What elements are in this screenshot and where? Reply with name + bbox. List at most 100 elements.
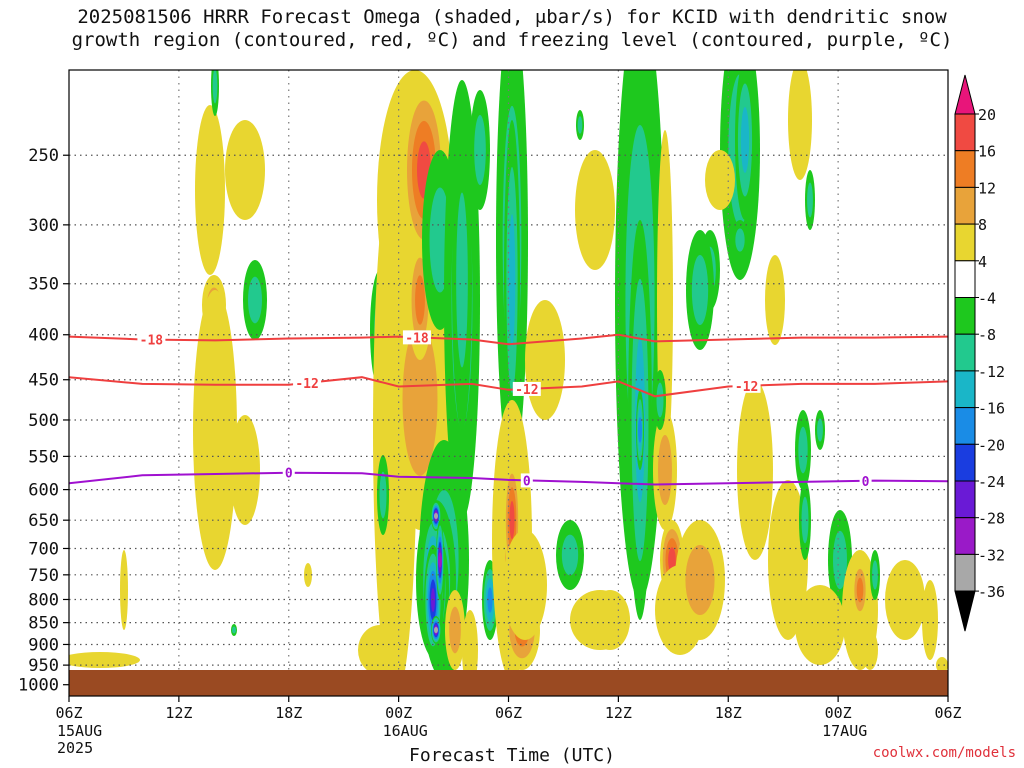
omega-cell: [575, 150, 615, 270]
contour-label-box: [520, 473, 533, 488]
contour-label-box: [293, 375, 322, 390]
contour-label: -18: [140, 334, 164, 349]
contour-label-box: [137, 332, 166, 347]
colorbar-label: -8: [978, 326, 996, 344]
contour-label: -12: [515, 383, 538, 398]
contour-label-box: [402, 330, 431, 345]
colorbar-segment: [954, 443, 976, 482]
contour-label-box: [859, 473, 872, 488]
y-tick-label: 450: [28, 371, 59, 391]
x-date-label: 17AUG: [822, 722, 867, 740]
omega-cell: [232, 626, 236, 634]
colorbar-label: -24: [978, 473, 1005, 491]
omega-cell: [807, 182, 813, 218]
omega-cell: [691, 255, 709, 325]
omega-cell: [658, 435, 672, 505]
omega-cell: [379, 471, 387, 519]
contour-label-box: [282, 465, 295, 480]
omega-cell: [705, 150, 735, 210]
contour-label: 0: [862, 475, 870, 490]
x-tick-label: 00Z: [385, 704, 412, 722]
y-tick-label: 650: [28, 511, 59, 531]
contour-label-box: [732, 378, 761, 393]
omega-cell: [740, 107, 750, 173]
omega-cell: [474, 115, 486, 185]
omega-cell: [434, 627, 438, 633]
colorbar-segment: [954, 150, 976, 188]
omega-cell: [798, 426, 808, 474]
omega-cell: [212, 70, 218, 104]
contour-label-box: [512, 381, 541, 396]
omega-cell: [936, 657, 948, 673]
omega-cell: [193, 290, 237, 570]
colorbar-segment: [954, 113, 976, 152]
omega-cell: [561, 534, 579, 576]
omega-cell: [862, 630, 878, 670]
omega-cell: [402, 324, 438, 476]
x-axis-label: Forecast Time (UTC): [409, 745, 615, 766]
colorbar-segment: [954, 333, 976, 372]
x-tick-label: 06Z: [934, 704, 961, 722]
omega-cell: [685, 545, 715, 615]
y-tick-label: 400: [28, 326, 59, 346]
omega-cell: [856, 577, 864, 603]
x-tick-label: 06Z: [495, 704, 522, 722]
colorbar-segment: [954, 517, 976, 555]
colorbar-segment: [954, 297, 976, 335]
omega-cell: [415, 275, 425, 325]
y-tick-label: 850: [28, 614, 59, 634]
x-axis: 06Z 12Z 18Z 00Z 06Z 12Z 18Z 00Z 06Z15AUG202516AU…: [55, 696, 962, 757]
omega-cell: [225, 120, 265, 220]
omega-cell: [638, 417, 642, 443]
title-line-1: 2025081506 HRRR Forecast Omega (shaded, …: [77, 6, 947, 28]
colorbar-segment: [954, 370, 976, 409]
omega-cell: [230, 415, 260, 525]
omega-cell: [456, 192, 468, 368]
omega-cell: [509, 500, 515, 540]
colorbar: 20 16 12 8 4 -4 -8 -12 -16 -20 -24 -28 -32 -36: [954, 74, 1005, 632]
omega-cell: [438, 552, 442, 568]
omega-cell: [922, 580, 938, 660]
title-line-2: growth region (contoured, red, ºC) and f…: [71, 29, 953, 51]
colorbar-label: -12: [978, 363, 1005, 381]
colorbar-label: -16: [978, 400, 1005, 418]
colorbar-label: 4: [978, 253, 987, 271]
colorbar-segment: [954, 407, 976, 445]
y-tick-label: 700: [28, 539, 59, 559]
omega-cell: [656, 382, 664, 418]
contour-label: -12: [295, 377, 318, 392]
omega-cell: [487, 587, 493, 613]
omega-cell: [765, 255, 785, 345]
x-tick-label: 18Z: [275, 704, 302, 722]
colorbar-label: -36: [978, 583, 1005, 601]
omega-cell: [304, 563, 312, 587]
colorbar-segment: [954, 590, 976, 632]
omega-cell: [795, 585, 845, 665]
omega-cell: [590, 590, 630, 650]
colorbar-label: 20: [978, 106, 996, 124]
y-axis: 2503003504004505005506006507007508008509…: [18, 146, 69, 696]
contour-line: [69, 471, 948, 486]
colorbar-label: 8: [978, 216, 987, 234]
omega-cell: [525, 300, 565, 420]
colorbar-segment: [954, 480, 976, 519]
terrain-ground: [69, 670, 948, 696]
x-tick-label: 06Z: [55, 704, 82, 722]
omega-cell: [577, 116, 583, 134]
omega-cell: [801, 496, 809, 544]
omega-cell: [737, 380, 773, 560]
x-date-label: 2025: [57, 739, 93, 757]
grid-lines: [69, 70, 948, 696]
omega-cell: [69, 652, 140, 668]
x-tick-label: 12Z: [165, 704, 192, 722]
credit-text: coolwx.com/models: [872, 745, 1016, 761]
omega-cell: [508, 214, 516, 346]
contour-label: 0: [285, 467, 293, 482]
omega-cell: [872, 560, 878, 590]
contour-label: -12: [735, 380, 758, 395]
colorbar-label: -4: [978, 290, 996, 308]
temperature-contours: [69, 333, 948, 486]
omega-cell: [449, 606, 461, 654]
omega-cell: [735, 228, 745, 252]
